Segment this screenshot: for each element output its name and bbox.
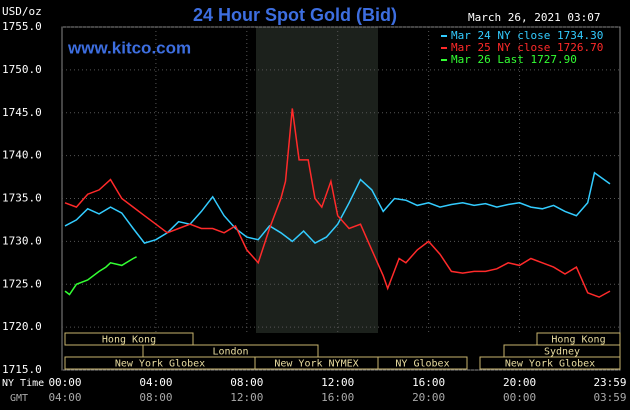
x-axis-label: NY Time [2, 378, 44, 389]
x-tick-label: 04:00 [139, 376, 172, 389]
session-label: New York Globex [115, 359, 205, 370]
session-label: London [212, 347, 248, 358]
session-label: NY Globex [395, 359, 449, 370]
x-tick-label: 20:00 [503, 376, 536, 389]
session-bar [479, 356, 621, 370]
x-tick-label: 00:00 [48, 376, 81, 389]
series-line [64, 108, 611, 298]
legend-label: Mar 24 NY close 1734.30 [451, 29, 603, 42]
x2-tick-label: 08:00 [139, 391, 172, 404]
x2-axis-label: GMT [10, 393, 28, 404]
x-tick-label: 16:00 [412, 376, 445, 389]
x2-tick-label: 04:00 [48, 391, 81, 404]
session-bar [377, 356, 468, 370]
shaded-session [256, 27, 378, 333]
series-line [64, 171, 611, 245]
session-label: Sydney [544, 347, 580, 358]
series-line [64, 256, 137, 296]
y-tick-label: 1755.0 [2, 20, 42, 33]
y-tick-label: 1745.0 [2, 106, 42, 119]
x-tick-label: 23:59 [593, 376, 626, 389]
x2-tick-label: 03:59 [593, 391, 626, 404]
x-tick-label: 08:00 [230, 376, 263, 389]
y-tick-label: 1740.0 [2, 149, 42, 162]
session-label: New York NYMEX [274, 359, 358, 370]
source: www.kitco.com [67, 38, 191, 57]
legend-label: Mar 26 Last 1727.90 [451, 53, 577, 66]
y-tick-label: 1735.0 [2, 192, 42, 205]
y-axis-label: USD/oz [2, 5, 42, 18]
y-tick-label: 1720.0 [2, 320, 42, 333]
session-label: New York Globex [505, 359, 595, 370]
session-bar [64, 332, 194, 346]
y-tick-label: 1730.0 [2, 234, 42, 247]
x2-tick-label: 16:00 [321, 391, 354, 404]
session-label: Hong Kong [102, 335, 156, 346]
chart-title: 24 Hour Spot Gold (Bid) [193, 5, 397, 25]
x2-tick-label: 20:00 [412, 391, 445, 404]
y-tick-label: 1715.0 [2, 363, 42, 376]
legend-label: Mar 25 NY close 1726.70 [451, 41, 603, 54]
x2-tick-label: 00:00 [503, 391, 536, 404]
x-tick-label: 12:00 [321, 376, 354, 389]
y-tick-label: 1750.0 [2, 63, 42, 76]
session-label: Hong Kong [551, 335, 605, 346]
x2-tick-label: 12:00 [230, 391, 263, 404]
timestamp: March 26, 2021 03:07 [468, 11, 600, 24]
y-tick-label: 1725.0 [2, 277, 42, 290]
